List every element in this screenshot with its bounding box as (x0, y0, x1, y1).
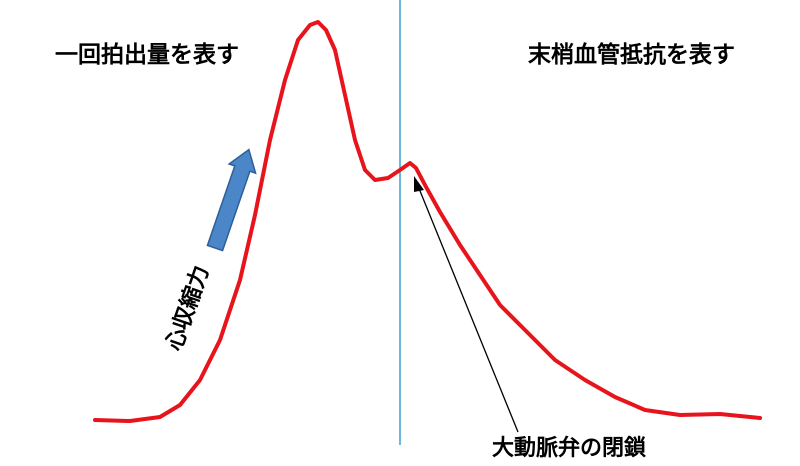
notch-label: 大動脈弁の閉鎖 (492, 435, 646, 461)
pointer-head (414, 176, 424, 192)
contractility-arrow (206, 148, 257, 252)
left-heading: 一回拍出量を表す (55, 42, 239, 68)
arrow-shape (206, 148, 257, 252)
pointer-line (417, 185, 519, 433)
right-heading: 末梢血管抵抗を表す (528, 41, 735, 68)
pulse-waveform (93, 20, 762, 423)
